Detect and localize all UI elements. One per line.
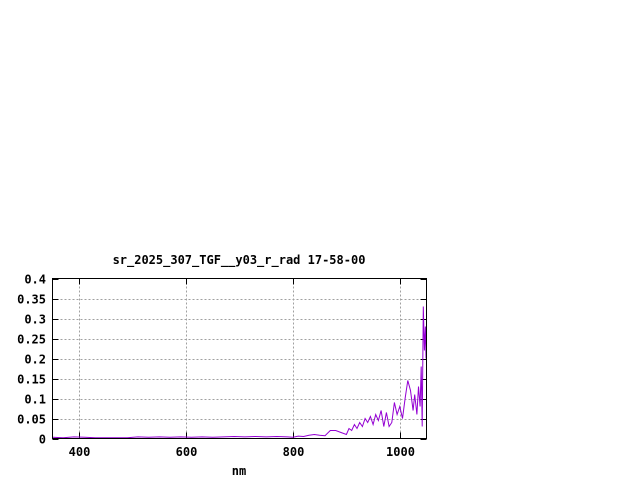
chart-title: sr_2025_307_TGF__y03_r_rad 17-58-00 [113,253,366,268]
y-tick-label: 0.4 [24,273,46,287]
x-tick-label: 400 [69,445,91,459]
y-tick-label: 0.1 [24,393,46,407]
x-tick-label: 800 [283,445,305,459]
y-tick-label: 0.25 [17,333,46,347]
plot-border [52,278,427,439]
grid [52,278,427,439]
x-axis-label: nm [232,464,246,478]
series-line [52,306,427,439]
y-tick-label: 0.05 [17,413,46,427]
y-tick-label: 0.35 [17,293,46,307]
x-tick-label: 1000 [386,445,415,459]
x-tick-label: 600 [176,445,198,459]
y-tick-label: 0.15 [17,373,46,387]
y-tick-label: 0.2 [24,353,46,367]
ticks: 0 0.05 0.1 0.15 0.2 0.25 0.3 0.35 0.4 400 600 800 10… [17,273,427,459]
y-tick-label: 0 [39,433,46,447]
y-tick-label: 0.3 [24,313,46,327]
